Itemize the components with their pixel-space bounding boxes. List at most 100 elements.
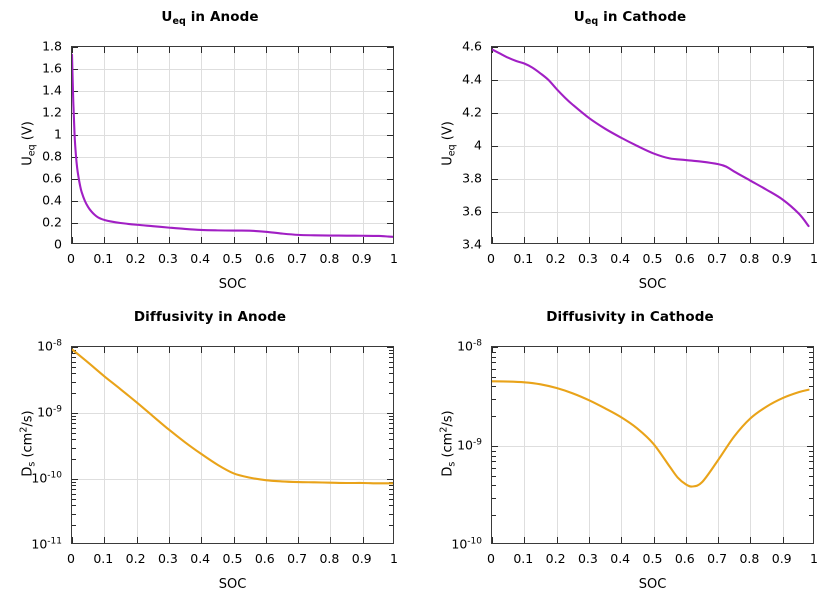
gridline-horizontal	[72, 479, 393, 480]
x-tick-mark	[653, 237, 655, 243]
y-minor-tick-mark	[389, 439, 393, 441]
y-tick-label: 10-10	[31, 470, 62, 486]
y-minor-tick-mark	[809, 398, 813, 400]
plot-area-cathode-diffusivity	[491, 346, 814, 544]
x-tick-label: 0.3	[577, 251, 598, 266]
x-tick-mark	[782, 47, 784, 53]
x-tick-mark	[104, 347, 106, 353]
y-tick-mark	[72, 413, 78, 414]
gridline-horizontal	[492, 179, 813, 180]
y-minor-tick-mark	[389, 447, 393, 449]
x-tick-mark	[524, 47, 526, 53]
gridline-horizontal	[72, 135, 393, 136]
x-tick-mark	[265, 537, 267, 543]
x-tick-label: 0	[487, 251, 495, 266]
x-tick-label: 0.9	[771, 551, 792, 566]
y-minor-tick-mark	[389, 423, 393, 425]
x-tick-mark	[362, 237, 364, 243]
y-minor-tick-mark	[389, 498, 393, 500]
y-tick-label: 0.8	[42, 148, 62, 164]
x-tick-label: 1	[390, 551, 398, 566]
gridline-vertical	[588, 347, 590, 543]
y-tick-mark	[72, 179, 78, 180]
x-tick-label: 0.7	[287, 251, 308, 266]
x-tick-mark	[556, 347, 558, 353]
x-tick-mark	[168, 237, 170, 243]
gridline-vertical	[362, 347, 364, 543]
gridline-horizontal	[72, 179, 393, 180]
y-minor-tick-mark	[389, 361, 393, 363]
y-minor-tick-mark	[809, 450, 813, 452]
y-minor-tick-mark	[72, 485, 76, 487]
y-minor-tick-mark	[492, 485, 496, 487]
x-tick-label: 0.3	[157, 551, 178, 566]
x-tick-label: 0.9	[771, 251, 792, 266]
y-minor-tick-mark	[72, 447, 76, 449]
x-tick-mark	[168, 537, 170, 543]
x-tick-mark	[621, 347, 623, 353]
y-minor-tick-mark	[389, 427, 393, 429]
gridline-horizontal	[72, 91, 393, 92]
x-tick-mark	[362, 347, 364, 353]
y-minor-tick-mark	[492, 356, 496, 358]
y-minor-tick-mark	[72, 416, 76, 418]
x-tick-mark	[524, 237, 526, 243]
y-tick-mark	[72, 347, 78, 348]
x-tick-mark	[653, 537, 655, 543]
y-tick-label: 4.6	[462, 38, 482, 54]
x-tick-mark	[104, 237, 106, 243]
gridline-vertical	[750, 47, 752, 243]
x-tick-mark	[72, 237, 73, 243]
gridline-vertical	[621, 347, 623, 543]
x-tick-mark	[233, 347, 235, 353]
y-tick-mark	[387, 135, 393, 136]
y-minor-tick-mark	[389, 416, 393, 418]
x-tick-mark	[782, 537, 784, 543]
y-minor-tick-mark	[492, 416, 496, 418]
y-minor-tick-mark	[72, 357, 76, 359]
x-tick-mark	[588, 347, 590, 353]
y-minor-tick-mark	[389, 485, 393, 487]
x-tick-mark	[492, 537, 493, 543]
y-minor-tick-mark	[72, 366, 76, 368]
x-tick-label: 0	[67, 551, 75, 566]
gridline-vertical	[718, 47, 720, 243]
y-minor-tick-mark	[72, 361, 76, 363]
y-minor-tick-mark	[72, 525, 76, 527]
x-tick-label: 0.8	[739, 251, 760, 266]
y-tick-label: 0	[54, 236, 62, 252]
x-tick-label: 0.5	[642, 551, 663, 566]
y-tick-label: 4	[474, 137, 482, 153]
x-tick-mark	[72, 537, 73, 543]
y-minor-tick-mark	[809, 467, 813, 469]
plot-area-cathode-ueq	[491, 46, 814, 244]
y-tick-mark	[807, 347, 813, 348]
y-tick-label: 10-9	[37, 404, 62, 420]
x-tick-mark	[556, 237, 558, 243]
y-minor-tick-mark	[72, 393, 76, 395]
x-tick-mark	[330, 47, 332, 53]
y-tick-mark	[387, 91, 393, 92]
x-tick-label: 0.6	[674, 551, 695, 566]
curve-path	[72, 53, 393, 238]
gridline-horizontal	[72, 201, 393, 202]
y-tick-label: 10-9	[457, 437, 482, 453]
y-minor-tick-mark	[389, 432, 393, 434]
y-tick-mark	[492, 146, 498, 147]
y-tick-mark	[387, 69, 393, 70]
gridline-vertical	[524, 47, 526, 243]
y-tick-label: 3.4	[462, 236, 482, 252]
y-tick-mark	[807, 179, 813, 180]
y-minor-tick-mark	[72, 505, 76, 507]
y-minor-tick-mark	[809, 515, 813, 517]
y-tick-mark	[492, 80, 498, 81]
y-tick-mark	[807, 113, 813, 114]
x-tick-mark	[492, 237, 493, 243]
y-minor-tick-mark	[809, 351, 813, 353]
x-tick-mark	[524, 347, 526, 353]
panel-cathode-ueq: Ueq in Cathode Ueq (V) SOC 0 0.1 0.2 0.3 0.4…	[420, 0, 840, 300]
y-minor-tick-mark	[72, 459, 76, 461]
curve-path	[492, 48, 810, 228]
y-minor-tick-mark	[72, 432, 76, 434]
